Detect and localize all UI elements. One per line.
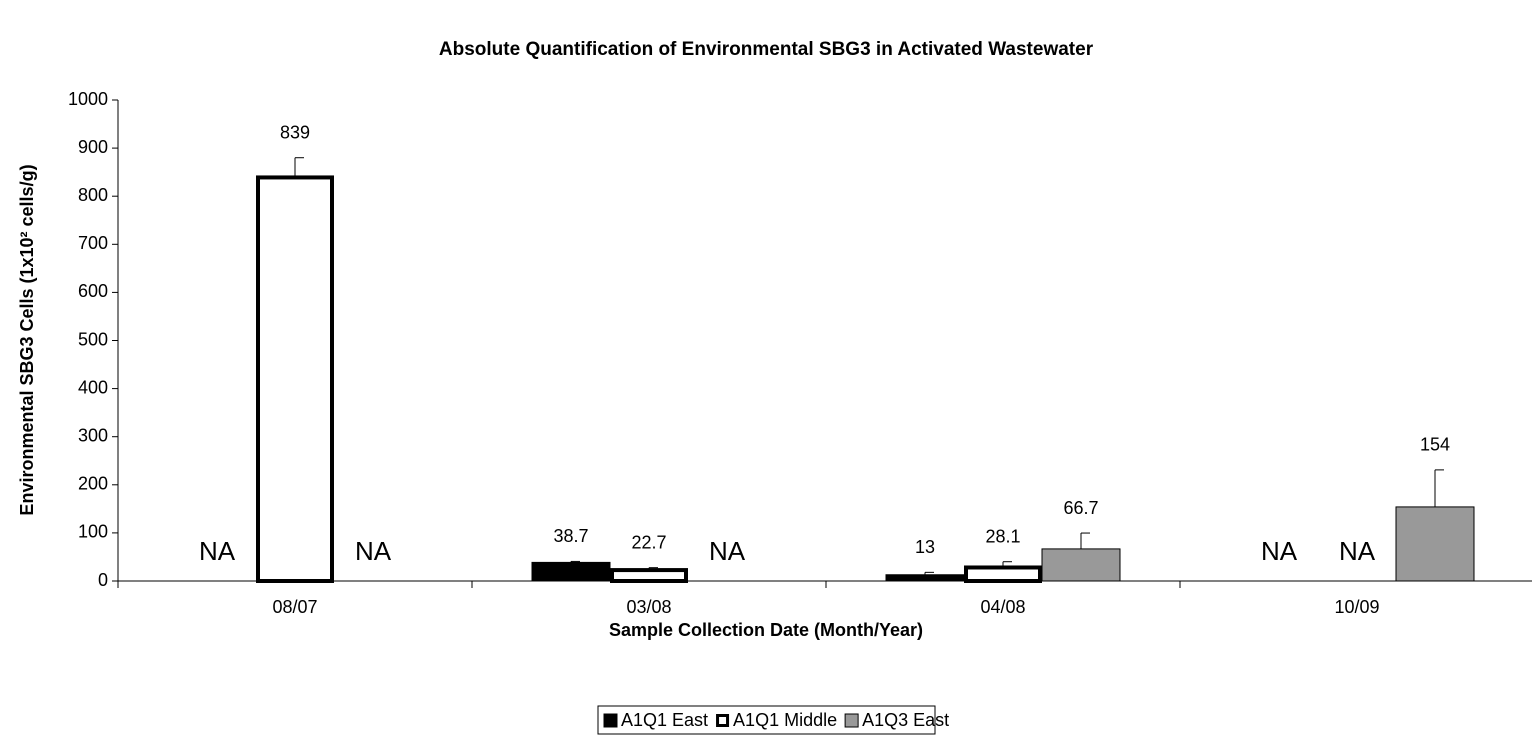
bar bbox=[964, 565, 1042, 583]
y-tick-label: 400 bbox=[78, 377, 108, 397]
chart-title: Absolute Quantification of Environmental… bbox=[439, 39, 1094, 60]
y-tick-label: 100 bbox=[78, 522, 108, 542]
x-tick-label: 10/09 bbox=[1334, 597, 1379, 617]
na-label: NA bbox=[1261, 536, 1298, 566]
y-tick-label: 700 bbox=[78, 233, 108, 253]
legend-label: A1Q1 East bbox=[621, 710, 708, 730]
value-label: 66.7 bbox=[1063, 498, 1098, 518]
legend-label: A1Q3 East bbox=[862, 710, 949, 730]
value-label: 28.1 bbox=[985, 526, 1020, 546]
bar bbox=[1395, 506, 1475, 582]
na-label: NA bbox=[355, 536, 392, 566]
x-axis-label: Sample Collection Date (Month/Year) bbox=[609, 620, 923, 640]
y-axis-label: Environmental SBG3 Cells (1x10² cells/g) bbox=[17, 164, 37, 515]
na-label: NA bbox=[1339, 536, 1376, 566]
y-tick-label: 800 bbox=[78, 185, 108, 205]
bar bbox=[610, 568, 688, 583]
x-tick-label: 08/07 bbox=[272, 597, 317, 617]
na-label: NA bbox=[199, 536, 236, 566]
legend-marker bbox=[603, 713, 618, 728]
y-tick-label: 300 bbox=[78, 425, 108, 445]
y-tick-label: 900 bbox=[78, 137, 108, 157]
legend-label: A1Q1 Middle bbox=[733, 710, 837, 730]
na-label: NA bbox=[709, 536, 746, 566]
y-tick-label: 200 bbox=[78, 474, 108, 494]
value-label: 839 bbox=[280, 122, 310, 142]
y-tick-label: 1000 bbox=[68, 89, 108, 109]
legend-marker bbox=[716, 714, 730, 727]
y-tick-label: 500 bbox=[78, 329, 108, 349]
value-label: 154 bbox=[1420, 435, 1450, 455]
value-label: 13 bbox=[915, 537, 935, 557]
bar bbox=[531, 561, 611, 582]
y-tick-label: 0 bbox=[98, 570, 108, 590]
legend-box bbox=[597, 705, 936, 735]
bar bbox=[885, 574, 965, 582]
bar bbox=[1041, 548, 1121, 582]
legend-marker bbox=[844, 713, 859, 728]
bar bbox=[256, 175, 334, 583]
value-label: 38.7 bbox=[553, 526, 588, 546]
value-label: 22.7 bbox=[631, 532, 666, 552]
x-tick-label: 03/08 bbox=[626, 597, 671, 617]
x-tick-label: 04/08 bbox=[980, 597, 1025, 617]
y-tick-label: 600 bbox=[78, 281, 108, 301]
